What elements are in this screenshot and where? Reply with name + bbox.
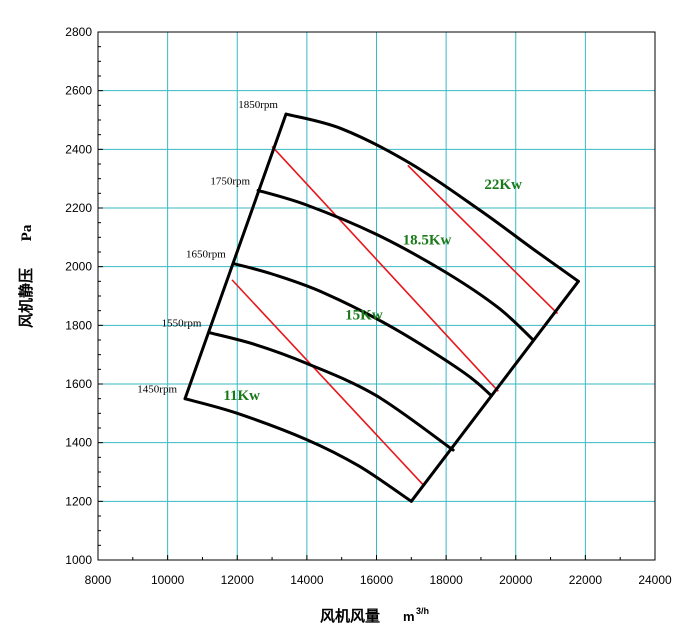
y-tick-label: 2800 [65,25,92,39]
power-line [407,164,559,315]
x-tick-label: 16000 [360,573,394,587]
x-tick-label: 12000 [221,573,255,587]
y-tick-label: 2000 [65,260,92,274]
speed-curve-1450rpm [183,397,413,503]
y-axis-title: 风机静压 [17,268,35,328]
y-tick-label: 1800 [65,318,92,332]
y-axis-unit: Pa [19,224,35,241]
y-tick-label: 2200 [65,201,92,215]
y-tick-label: 1200 [65,494,92,508]
x-tick-label: 24000 [638,573,672,587]
power-label: 18.5Kw [403,233,452,249]
y-tick-label: 1400 [65,436,92,450]
power-label: 22Kw [484,177,522,193]
minor-ticks [97,31,656,561]
y-tick-labels: 1000 1200 1400 1600 1800 2000 2200 2400 2600 2800 [65,25,92,567]
curve-labels: 1450rpm 1550rpm 1650rpm 1750rpm 1850rpm 11Kw 1… [137,99,522,404]
speed-curve-1550rpm [207,331,455,452]
boundary-max-flow [409,279,580,503]
power-lines [231,145,559,486]
x-tick-label: 20000 [499,573,533,587]
rpm-label: 1550rpm [162,318,202,330]
power-label: 15Kw [345,307,383,323]
grid [98,32,655,560]
x-tick-label: 10000 [151,573,185,587]
y-tick-label: 1000 [65,553,92,567]
x-axis-unit-superscript: 3/h [416,606,429,616]
x-tick-labels: 8000 10000 12000 14000 16000 18000 20000 22000 2… [85,573,672,587]
speed-curve-1750rpm [256,188,535,342]
x-axis-title: 风机风量 [320,607,380,625]
speed-curve-1650rpm [232,262,493,398]
y-tick-label: 2600 [65,84,92,98]
speed-curves [183,112,580,503]
boundary-min-flow [183,112,288,401]
rpm-label: 1850rpm [238,99,278,111]
x-tick-label: 22000 [569,573,603,587]
rpm-label: 1650rpm [186,249,226,261]
rpm-label: 1450rpm [137,384,177,396]
power-line [231,279,425,486]
x-tick-label: 14000 [290,573,324,587]
y-tick-label: 2400 [65,142,92,156]
speed-curve-1850rpm [284,112,580,283]
power-label: 11Kw [223,388,260,404]
power-line [271,145,499,392]
x-tick-label: 18000 [429,573,463,587]
rpm-label: 1750rpm [210,175,250,187]
x-tick-label: 8000 [85,573,112,587]
x-axis-unit: m [403,609,415,624]
y-tick-label: 1600 [65,377,92,391]
